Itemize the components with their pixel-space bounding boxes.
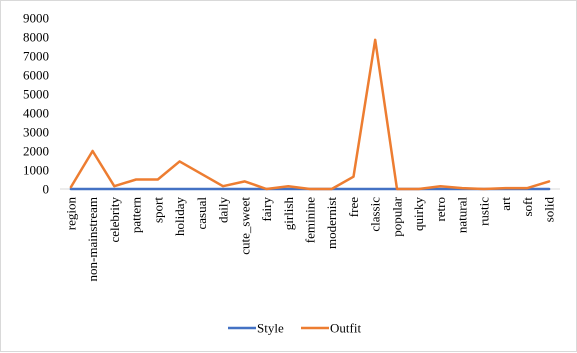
x-tick-label: popular bbox=[389, 196, 404, 236]
x-tick-label: natural bbox=[455, 197, 470, 233]
y-tick-label: 9000 bbox=[23, 11, 49, 26]
x-tick-label: quirky bbox=[411, 197, 426, 231]
x-tick-label: solid bbox=[542, 197, 557, 223]
x-tick-label: sport bbox=[150, 197, 165, 223]
y-tick-label: 7000 bbox=[23, 49, 49, 64]
x-tick-label: region bbox=[63, 197, 78, 231]
x-tick-label: girlish bbox=[281, 197, 296, 231]
y-tick-label: 1000 bbox=[23, 163, 49, 178]
x-tick-label: pattern bbox=[129, 197, 144, 234]
y-tick-label: 4000 bbox=[23, 106, 49, 121]
y-tick-label: 5000 bbox=[23, 87, 49, 102]
x-tick-label: celebrity bbox=[107, 197, 122, 243]
x-tick-label: retro bbox=[433, 197, 448, 222]
x-tick-label: modernist bbox=[324, 197, 339, 249]
x-axis-tick-labels: region non-mainstream celebrity pattern spor… bbox=[63, 196, 556, 281]
x-tick-label: fairy bbox=[259, 197, 274, 222]
legend: Style Outfit bbox=[228, 321, 361, 336]
x-tick-label: feminine bbox=[303, 197, 318, 243]
x-tick-label: soft bbox=[520, 197, 535, 217]
x-tick-label: art bbox=[498, 197, 513, 211]
x-tick-label: daily bbox=[216, 197, 231, 223]
y-tick-label: 6000 bbox=[23, 68, 49, 83]
legend-label-outfit: Outfit bbox=[330, 321, 361, 336]
x-tick-label: holiday bbox=[172, 197, 187, 236]
x-tick-label: casual bbox=[194, 197, 209, 230]
y-tick-label: 8000 bbox=[23, 30, 49, 45]
x-tick-label: cute_sweet bbox=[237, 197, 252, 255]
y-tick-label: 3000 bbox=[23, 125, 49, 140]
series-line-outfit bbox=[69, 38, 551, 191]
y-axis-tick-labels: 0 1000 2000 3000 4000 5000 6000 7000 8000 9000 bbox=[23, 11, 49, 197]
y-tick-label: 0 bbox=[43, 182, 50, 197]
x-tick-label: free bbox=[346, 197, 361, 217]
legend-label-style: Style bbox=[257, 321, 284, 336]
x-tick-label: classic bbox=[368, 197, 383, 232]
x-tick-label: rustic bbox=[476, 197, 491, 226]
y-tick-label: 2000 bbox=[23, 144, 49, 159]
series-lines bbox=[69, 38, 551, 191]
x-tick-label: non-mainstream bbox=[85, 197, 100, 281]
